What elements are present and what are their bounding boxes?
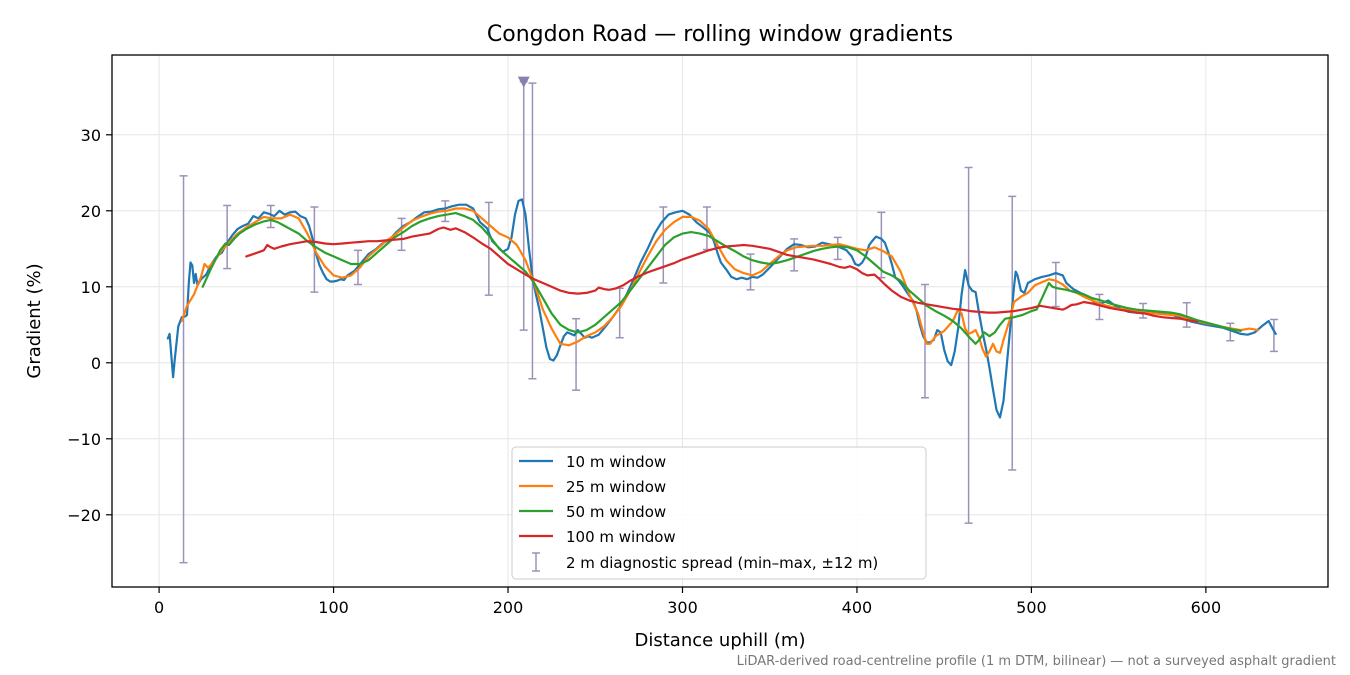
- plot-frame: [111, 54, 1329, 588]
- legend-box: [511, 446, 927, 580]
- y-tick-label: 0: [91, 354, 101, 373]
- series-lines: [166, 198, 1277, 419]
- error-bars: [179, 80, 1278, 564]
- error-bar: [964, 166, 973, 524]
- y-tick-label: −20: [67, 506, 101, 525]
- legend-swatch-errorbar: [532, 552, 540, 572]
- y-tick-label: −10: [67, 430, 101, 449]
- error-bar: [528, 82, 537, 380]
- error-bar: [1095, 293, 1104, 321]
- x-tick-label: 0: [154, 598, 164, 617]
- x-tick-label: 500: [1016, 598, 1047, 617]
- y-axis-label: Gradient (%): [24, 263, 45, 378]
- footnote: LiDAR-derived road-centreline profile (1…: [737, 654, 1336, 669]
- x-tick-label: 600: [1191, 598, 1222, 617]
- error-bar: [1182, 302, 1191, 328]
- error-bar: [572, 317, 581, 391]
- error-bar: [1051, 261, 1060, 308]
- error-bar: [1269, 318, 1278, 353]
- legend-label-50m: 50 m window: [566, 503, 666, 521]
- legend-label-25m: 25 m window: [566, 478, 666, 496]
- x-axis-ticks: 0 100 200 300 400 500 600: [154, 587, 1221, 617]
- x-tick-label: 300: [667, 598, 698, 617]
- x-tick-label: 400: [842, 598, 873, 617]
- plot-area: [166, 76, 1278, 564]
- y-tick-label: 20: [81, 202, 101, 221]
- series-line-50m: [201, 212, 1242, 345]
- error-bar: [1226, 322, 1235, 342]
- chart-title: Congdon Road — rolling window gradients: [487, 22, 953, 47]
- legend: 10 m window 25 m window 50 m window 100 …: [511, 446, 927, 580]
- x-tick-label: 100: [318, 598, 349, 617]
- y-tick-label: 10: [81, 278, 101, 297]
- legend-label-10m: 10 m window: [566, 453, 666, 471]
- clipped-value-marker: [517, 76, 530, 88]
- error-bar: [833, 236, 842, 261]
- legend-label-100m: 100 m window: [566, 528, 676, 546]
- x-axis-label: Distance uphill (m): [635, 630, 806, 651]
- error-bar: [223, 204, 232, 270]
- error-bar: [1008, 195, 1017, 471]
- legend-label-errorbar: 2 m diagnostic spread (min–max, ±12 m): [566, 554, 878, 572]
- y-tick-label: 30: [81, 126, 101, 145]
- series-line-100m: [245, 226, 1199, 323]
- error-bar: [179, 175, 188, 564]
- clipped-markers: [517, 76, 530, 88]
- error-bar: [266, 204, 275, 229]
- y-axis-ticks: −20 −10 0 10 20 30: [67, 126, 112, 525]
- x-tick-label: 200: [493, 598, 524, 617]
